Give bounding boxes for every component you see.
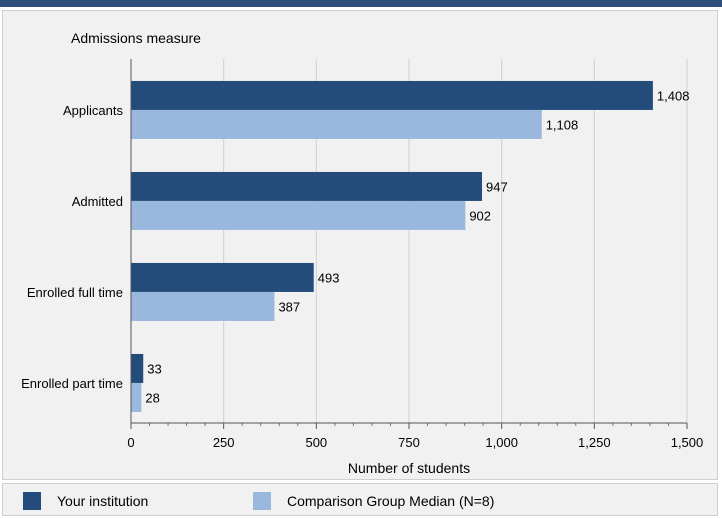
bar: [131, 200, 466, 230]
x-tick-label: 250: [213, 435, 235, 450]
bar: [131, 353, 144, 383]
bar-data-label: 1,108: [546, 117, 579, 132]
bar-layer: 1,408 1,108 947 902 493 387 33 28: [131, 80, 690, 412]
bar: [131, 262, 314, 292]
axis-layer: 0 250 500 750 1,000 1,250 1,500 Applicants Admit…: [21, 59, 703, 450]
x-tick-label: 1,000: [485, 435, 518, 450]
bar: [131, 80, 653, 110]
bar: [131, 171, 483, 201]
x-tick-label: 1,500: [671, 435, 704, 450]
x-tick-label: 1,250: [578, 435, 611, 450]
y-category-label: Enrolled part time: [21, 376, 123, 391]
x-tick-label: 500: [305, 435, 327, 450]
legend-item-your-institution: Your institution: [23, 492, 148, 510]
y-category-label: Admitted: [72, 194, 123, 209]
legend-swatch-comparison-median: [253, 492, 271, 510]
bar-data-label: 493: [318, 270, 340, 285]
bar-data-label: 947: [486, 179, 508, 194]
legend: Your institution Comparison Group Median…: [2, 483, 718, 516]
bar-data-label: 902: [469, 208, 491, 223]
bar-data-label: 387: [278, 299, 300, 314]
legend-item-comparison-median: Comparison Group Median (N=8): [253, 492, 494, 510]
bar-data-label: 1,408: [657, 88, 690, 103]
bar: [131, 382, 142, 412]
bar-data-label: 33: [147, 361, 161, 376]
x-tick-label: 750: [398, 435, 420, 450]
x-axis-label: Number of students: [348, 460, 470, 476]
header-accent-bar: [0, 0, 722, 7]
bar: [131, 109, 542, 139]
x-tick-label: 0: [127, 435, 134, 450]
y-category-label: Enrolled full time: [27, 285, 123, 300]
plot-panel: Admissions measure 1,408 1,108 947 902 493 38…: [2, 10, 718, 480]
legend-label-your-institution: Your institution: [57, 493, 149, 509]
legend-label-comparison-median: Comparison Group Median (N=8): [287, 493, 495, 509]
y-category-label: Applicants: [63, 103, 123, 118]
chart-title: Admissions measure: [71, 30, 201, 46]
legend-swatch-your-institution: [23, 492, 41, 510]
bar-data-label: 28: [145, 390, 159, 405]
bar-chart: Admissions measure 1,408 1,108 947 902 493 38…: [21, 30, 703, 476]
bar: [131, 291, 275, 321]
